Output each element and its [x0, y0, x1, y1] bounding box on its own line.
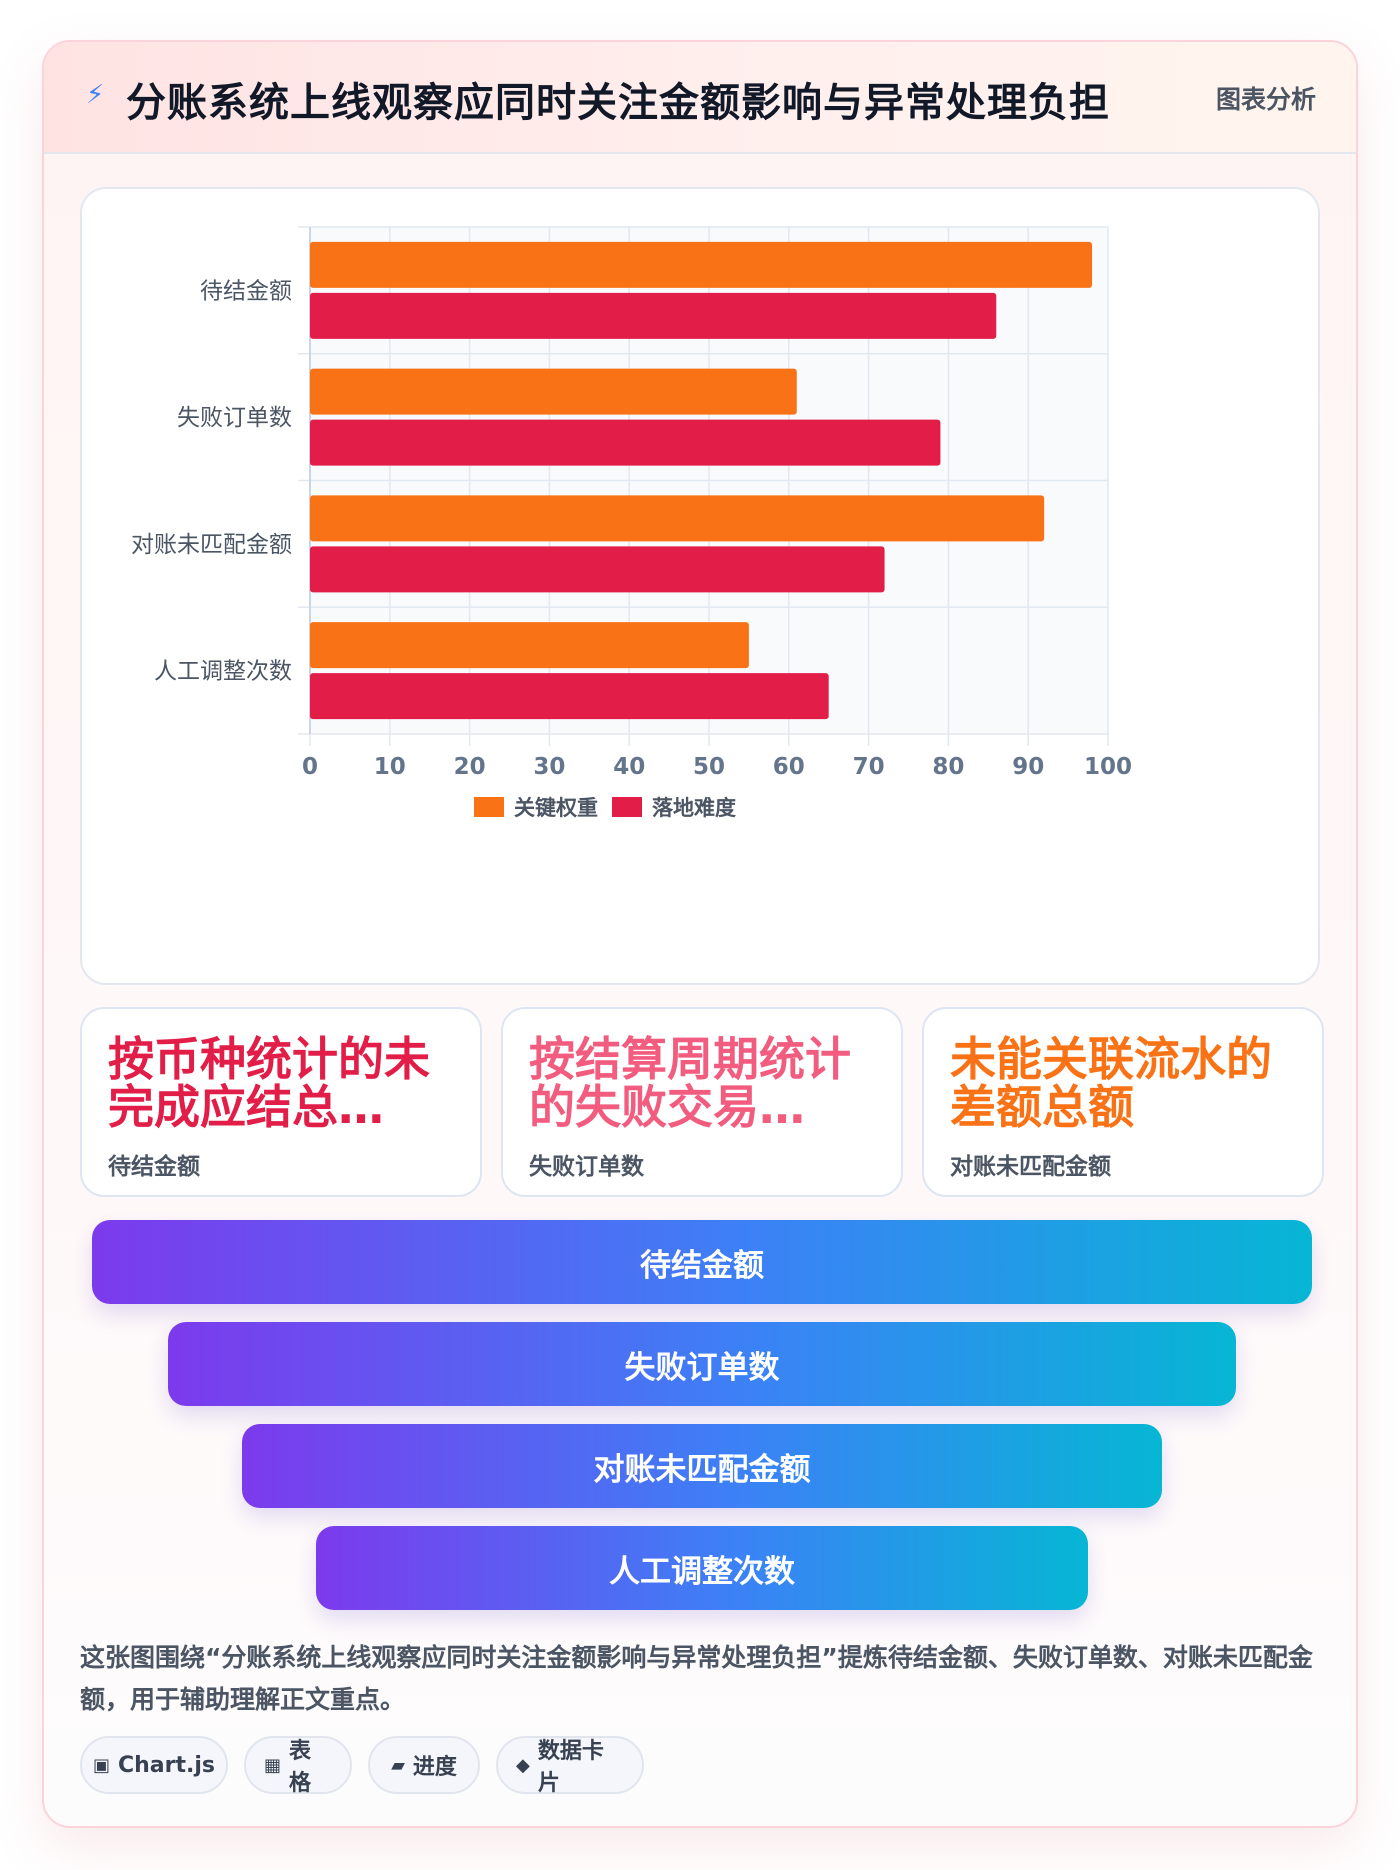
- stat-label: 失败订单数: [529, 1154, 644, 1180]
- stat-value: 未能关联流水的差额总额: [950, 1032, 1272, 1134]
- lightning-icon: ⚡: [86, 80, 105, 110]
- funnel-bar-1: 待结金额: [92, 1220, 1312, 1304]
- x-tick-label: 90: [1012, 754, 1044, 780]
- chart-panel: 0 10 20 30 40 50 60 70 80 90 100 待结金额失败订单数对账未匹配金额人工…: [80, 187, 1320, 985]
- bar-key-weight: [310, 241, 1093, 288]
- stat-value: 按结算周期统计的失败交易…: [529, 1032, 851, 1134]
- funnel-bar-4: 人工调整次数: [316, 1526, 1088, 1610]
- bar-key-weight: [310, 622, 749, 669]
- bar-chart: 0 10 20 30 40 50 60 70 80 90 100 待结金额失败订单数对账未匹配金额人工…: [131, 226, 1132, 820]
- legend-label: 落地难度: [652, 796, 736, 820]
- progress-icon: ▰: [391, 1754, 405, 1776]
- x-tick-label: 30: [533, 754, 565, 780]
- infographic-card: ⚡ 分账系统上线观察应同时关注金额影响与异常处理负担 图表分析 0 10 20 30 4…: [42, 40, 1358, 1828]
- x-tick-label: 40: [613, 754, 645, 780]
- legend-swatch: [612, 797, 642, 817]
- chip-label: 表格: [289, 1739, 312, 1796]
- stat-card-failed-orders: 按结算周期统计的失败交易… 失败订单数: [501, 1007, 903, 1197]
- chip-label: 进度: [412, 1755, 457, 1780]
- legend-swatch: [474, 797, 504, 817]
- bar-difficulty: [310, 673, 829, 720]
- funnel-bar-3: 对账未匹配金额: [242, 1424, 1162, 1508]
- x-tick-label: 60: [773, 754, 805, 780]
- x-tick-label: 10: [374, 754, 406, 780]
- chip-chartjs[interactable]: ▣ Chart.js: [80, 1736, 228, 1794]
- y-tick-label: 失败订单数: [177, 405, 292, 431]
- stat-card-unmatched-amount: 未能关联流水的差额总额 对账未匹配金额: [922, 1007, 1324, 1197]
- chip-progress[interactable]: ▰ 进度: [368, 1736, 480, 1794]
- header: ⚡ 分账系统上线观察应同时关注金额影响与异常处理负担 图表分析: [44, 42, 1356, 154]
- stat-card-pending-amount: 按币种统计的未完成应结总… 待结金额: [80, 1007, 482, 1197]
- x-tick-label: 100: [1084, 754, 1132, 780]
- bar-key-weight: [310, 495, 1045, 542]
- x-tick-label: 70: [853, 754, 885, 780]
- bar-difficulty: [310, 292, 997, 339]
- y-tick-label: 对账未匹配金额: [131, 532, 292, 558]
- stat-value: 按币种统计的未完成应结总…: [108, 1032, 430, 1134]
- bar-key-weight: [310, 368, 797, 415]
- funnel-bar-2: 失败订单数: [168, 1322, 1236, 1406]
- chip-label: 数据卡片: [537, 1739, 604, 1796]
- x-tick-label: 0: [302, 754, 318, 780]
- data-card-icon: ◆: [516, 1754, 530, 1776]
- stat-label: 待结金额: [108, 1154, 200, 1180]
- legend-label: 关键权重: [514, 796, 598, 820]
- bar-difficulty: [310, 546, 885, 593]
- page-title: 分账系统上线观察应同时关注金额影响与异常处理负担: [126, 80, 1110, 126]
- chip-data-card[interactable]: ◆ 数据卡片: [496, 1736, 644, 1796]
- y-tick-label: 待结金额: [200, 278, 292, 304]
- x-tick-label: 80: [932, 754, 964, 780]
- x-tick-label: 20: [454, 754, 486, 780]
- table-icon: ▦: [264, 1754, 282, 1776]
- stat-label: 对账未匹配金额: [950, 1154, 1111, 1180]
- chart-icon: ▣: [92, 1754, 110, 1776]
- chart-description: 这张图围绕“分账系统上线观察应同时关注金额影响与异常处理负担”提炼待结金额、失败…: [80, 1643, 1313, 1714]
- x-tick-label: 50: [693, 754, 725, 780]
- chip-label: Chart.js: [118, 1752, 216, 1778]
- chip-table[interactable]: ▦ 表格: [244, 1736, 352, 1796]
- y-tick-label: 人工调整次数: [154, 659, 292, 685]
- bar-difficulty: [310, 419, 941, 466]
- header-tag: 图表分析: [1215, 85, 1316, 114]
